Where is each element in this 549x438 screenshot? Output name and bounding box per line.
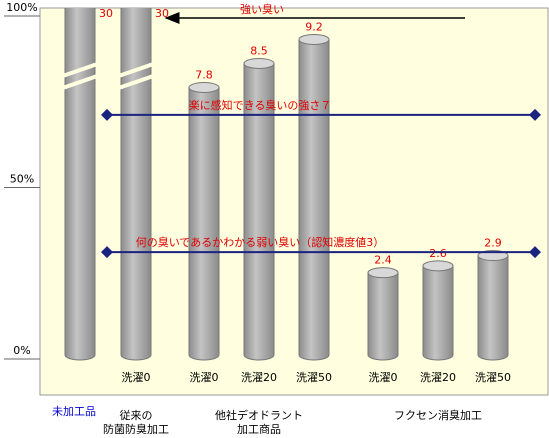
bar-top <box>367 267 399 279</box>
annotation: 強い臭い <box>240 2 284 16</box>
y-tick-label: 100% <box>6 1 37 14</box>
reference-marker <box>101 246 113 259</box>
bar <box>298 38 330 361</box>
bar <box>64 8 96 361</box>
bar <box>243 62 275 361</box>
axis-break <box>56 72 104 92</box>
reference-marker <box>529 246 541 259</box>
value-label: 2.9 <box>484 237 502 250</box>
bar-top <box>243 57 275 69</box>
cylinder <box>298 33 330 361</box>
group-label: 未加工品 <box>52 405 96 418</box>
reference-marker <box>101 108 113 121</box>
x-tick-label: 洗濯0 <box>122 371 151 384</box>
plot-area <box>39 7 549 396</box>
cylinder <box>188 81 220 361</box>
bar <box>477 255 509 361</box>
cylinder <box>367 267 399 361</box>
cylinder <box>64 8 96 361</box>
bar-top <box>188 81 220 93</box>
bar-top <box>422 260 454 272</box>
y-tick-label: 0% <box>13 344 30 357</box>
value-label: 7.8 <box>195 68 213 81</box>
bar-top <box>298 33 330 45</box>
axis-break <box>112 60 160 80</box>
bar <box>188 86 220 361</box>
cylinder <box>243 57 275 361</box>
bar <box>120 8 152 361</box>
x-tick-label: 洗濯0 <box>190 371 219 384</box>
group-label: 従来の <box>120 409 153 422</box>
y-tick-label: 50% <box>10 173 34 186</box>
value-label: 2.4 <box>374 254 392 267</box>
cylinder <box>120 8 152 361</box>
bar <box>367 272 399 361</box>
x-tick-label: 洗濯20 <box>420 371 456 384</box>
value-label: 30 <box>99 7 113 20</box>
value-label: 9.2 <box>305 20 323 33</box>
reference-label: 何の臭いであるかわかる弱い臭い（認知濃度値3） <box>136 235 385 249</box>
cylinder <box>422 260 454 361</box>
x-tick-label: 洗濯0 <box>369 371 398 384</box>
group-label: フクセン消臭加工 <box>394 408 482 422</box>
reference-label: 楽に感知できる臭いの強さ７ <box>189 98 332 112</box>
cylinder <box>477 250 509 361</box>
x-tick-label: 洗濯20 <box>241 371 277 384</box>
group-label: 加工商品 <box>237 422 281 434</box>
bar <box>422 265 454 361</box>
x-tick-label: 洗濯50 <box>296 371 332 384</box>
x-tick-label: 洗濯50 <box>475 371 511 384</box>
value-label: 8.5 <box>250 44 268 57</box>
axis-break <box>112 72 160 92</box>
axis-break <box>56 60 104 80</box>
value-label: 2.6 <box>429 247 447 260</box>
group-label: 防菌防臭加工 <box>103 422 169 434</box>
group-label: 他社デオドラント <box>215 408 303 422</box>
reference-marker <box>529 108 541 121</box>
